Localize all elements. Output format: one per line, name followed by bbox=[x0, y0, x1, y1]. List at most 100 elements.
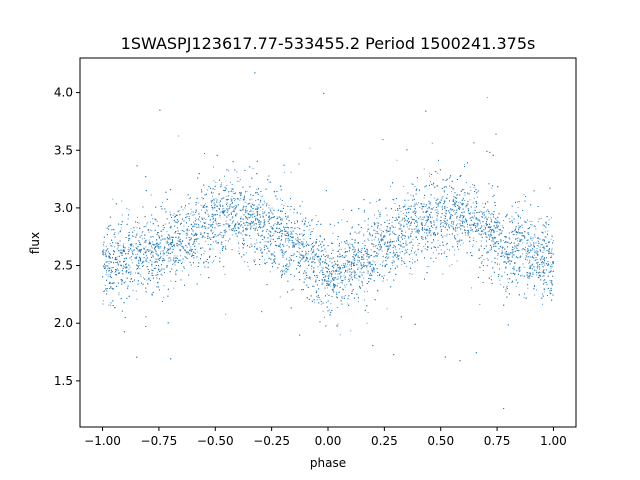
data-point bbox=[117, 268, 119, 270]
data-point bbox=[464, 222, 466, 224]
data-point bbox=[548, 251, 550, 253]
data-point bbox=[203, 222, 205, 224]
data-point bbox=[170, 280, 172, 282]
data-point bbox=[551, 250, 553, 252]
data-point bbox=[376, 200, 378, 202]
data-point bbox=[141, 235, 142, 237]
data-point bbox=[108, 251, 109, 253]
data-point bbox=[417, 228, 419, 230]
data-point bbox=[424, 225, 426, 226]
data-point bbox=[245, 234, 247, 236]
data-point bbox=[132, 289, 134, 291]
data-point bbox=[446, 222, 448, 224]
data-point bbox=[467, 232, 469, 234]
data-point bbox=[236, 206, 238, 208]
data-point bbox=[200, 274, 202, 276]
data-point bbox=[363, 233, 365, 235]
data-point bbox=[176, 255, 178, 257]
data-point bbox=[464, 164, 466, 166]
data-point bbox=[538, 271, 540, 273]
data-point bbox=[316, 299, 318, 301]
data-point bbox=[224, 175, 225, 177]
data-point bbox=[313, 271, 315, 273]
data-point bbox=[285, 271, 287, 273]
data-point bbox=[550, 255, 552, 257]
data-point bbox=[537, 254, 539, 256]
data-point bbox=[119, 244, 121, 246]
data-point bbox=[236, 171, 238, 173]
data-point bbox=[205, 219, 207, 220]
data-point bbox=[465, 234, 467, 236]
data-point bbox=[177, 238, 179, 240]
data-point bbox=[250, 209, 252, 211]
data-point bbox=[361, 272, 363, 274]
data-point bbox=[543, 240, 545, 242]
data-point bbox=[352, 271, 354, 273]
data-point bbox=[224, 210, 226, 212]
data-point bbox=[404, 252, 406, 254]
data-point bbox=[216, 235, 218, 237]
data-point bbox=[273, 254, 275, 256]
data-point bbox=[433, 207, 435, 209]
data-point bbox=[126, 266, 128, 267]
data-point bbox=[444, 191, 446, 193]
data-point bbox=[184, 256, 186, 258]
data-point bbox=[337, 273, 339, 275]
data-point bbox=[427, 225, 429, 227]
data-point bbox=[135, 290, 137, 292]
data-point bbox=[179, 244, 181, 246]
data-point bbox=[399, 248, 401, 250]
data-point bbox=[341, 264, 343, 266]
data-point bbox=[472, 231, 474, 233]
data-point bbox=[223, 210, 225, 212]
data-point bbox=[491, 238, 493, 240]
data-point bbox=[136, 227, 138, 229]
data-point bbox=[415, 250, 417, 252]
data-point bbox=[239, 198, 241, 199]
data-point bbox=[403, 235, 405, 236]
data-point bbox=[194, 242, 196, 244]
data-point bbox=[371, 235, 373, 237]
data-point bbox=[294, 221, 296, 223]
data-point bbox=[325, 251, 327, 253]
data-point bbox=[548, 249, 550, 251]
data-point bbox=[138, 250, 140, 252]
data-point bbox=[205, 212, 207, 214]
data-point bbox=[549, 280, 551, 281]
data-point bbox=[288, 241, 290, 243]
data-point bbox=[389, 234, 390, 236]
data-point bbox=[164, 246, 165, 248]
data-point bbox=[204, 237, 206, 238]
data-point bbox=[383, 275, 385, 277]
data-point bbox=[490, 226, 492, 227]
data-point bbox=[316, 275, 318, 276]
data-point bbox=[406, 220, 408, 222]
data-point bbox=[115, 257, 116, 259]
data-point bbox=[228, 229, 230, 231]
data-point bbox=[346, 263, 348, 265]
data-point bbox=[223, 207, 225, 209]
data-point bbox=[275, 224, 277, 226]
data-point bbox=[282, 253, 284, 254]
data-point bbox=[415, 211, 416, 213]
data-point bbox=[501, 251, 503, 253]
data-point bbox=[135, 272, 136, 274]
data-point bbox=[532, 272, 534, 274]
data-point bbox=[494, 231, 496, 233]
data-point bbox=[305, 243, 307, 245]
data-point bbox=[452, 226, 454, 228]
data-point bbox=[263, 259, 265, 261]
data-point bbox=[162, 254, 164, 256]
data-point bbox=[281, 203, 283, 205]
data-point bbox=[544, 231, 546, 233]
data-point bbox=[201, 209, 203, 211]
data-point bbox=[378, 238, 380, 240]
data-point bbox=[440, 249, 442, 251]
data-point bbox=[276, 218, 278, 220]
data-point bbox=[224, 273, 226, 275]
data-point bbox=[271, 228, 273, 229]
data-point bbox=[259, 223, 261, 225]
data-point bbox=[234, 200, 236, 202]
data-point bbox=[133, 279, 135, 281]
data-point bbox=[540, 275, 541, 277]
